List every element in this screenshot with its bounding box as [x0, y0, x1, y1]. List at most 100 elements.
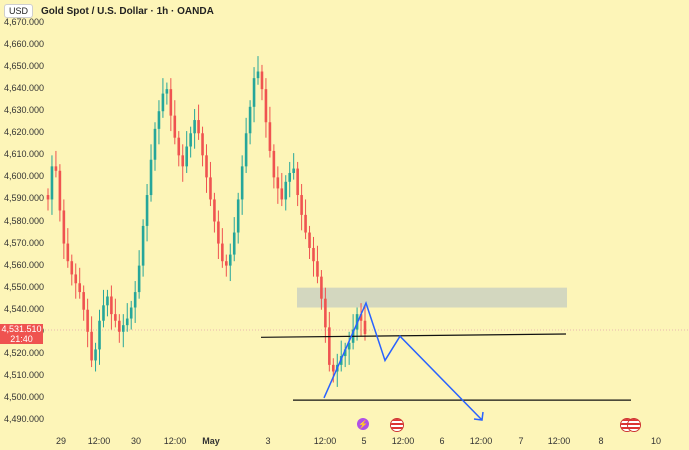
y-tick-label: 4,650.000	[4, 61, 45, 72]
candle-body	[141, 225, 145, 266]
candle-body	[70, 261, 74, 275]
candle-body	[268, 122, 272, 151]
x-tick-label: 10	[650, 436, 662, 446]
candle-body	[50, 166, 54, 200]
x-tick-label: May	[202, 436, 220, 446]
candle-body	[90, 331, 93, 361]
candle-body	[260, 71, 264, 90]
candle-body	[316, 261, 319, 277]
candle-body	[221, 243, 224, 262]
candle-body	[272, 150, 276, 178]
candle-body	[106, 296, 109, 306]
candle-body	[324, 298, 327, 328]
x-tick-label: 5	[361, 436, 367, 446]
y-tick-label: 4,640.000	[4, 83, 45, 94]
candle-body	[121, 325, 125, 332]
candle-body	[118, 320, 121, 332]
price-tag-value: 4,531.510	[1, 324, 42, 334]
candle-body	[312, 247, 315, 262]
candle-body	[78, 283, 81, 293]
y-tick-label: 4,560.000	[4, 259, 45, 270]
currency-badge[interactable]: USD	[4, 4, 34, 18]
projection-path[interactable]	[323, 301, 483, 421]
price-tag-countdown: 21:40	[10, 334, 33, 344]
candle-body	[256, 71, 260, 79]
candle-body	[177, 137, 181, 156]
candle-body	[137, 265, 141, 293]
y-tick-label: 4,520.000	[4, 347, 45, 358]
candle-body	[181, 155, 185, 167]
candle-body	[125, 318, 129, 326]
y-tick-label: 4,510.000	[4, 369, 45, 380]
lightning-icon[interactable]: ⚡	[357, 418, 369, 430]
candle-body	[213, 199, 216, 222]
y-tick-label: 4,630.000	[4, 105, 45, 116]
price-tag: 4,531.510 21:40	[0, 324, 43, 344]
candle-body	[363, 320, 367, 334]
candle-body	[185, 146, 188, 167]
candle-body	[240, 166, 244, 200]
candle-body	[217, 221, 220, 244]
candle-body	[300, 195, 303, 215]
y-tick-label: 4,490.000	[4, 414, 45, 424]
candle-body	[201, 133, 204, 156]
candle-body	[209, 177, 212, 200]
candle-body	[276, 177, 280, 189]
y-tick-label: 4,660.000	[4, 39, 45, 50]
x-tick-label: 12:00	[469, 436, 493, 446]
us-flag-icon[interactable]	[627, 418, 641, 432]
candle-body	[102, 305, 105, 321]
symbol-title[interactable]: Gold Spot / U.S. Dollar · 1h · OANDA	[41, 5, 214, 17]
x-tick-label: 30	[130, 436, 142, 446]
candle-body	[236, 199, 240, 233]
y-tick-label: 4,600.000	[4, 171, 45, 182]
candle-body	[94, 349, 97, 361]
candle-body	[288, 172, 292, 182]
x-tick-label: 12:00	[391, 436, 415, 446]
candle-body	[46, 195, 50, 200]
candle-body	[197, 120, 200, 134]
x-tick-label: 7	[518, 436, 524, 446]
candle-body	[145, 195, 149, 226]
candle-body	[296, 168, 299, 196]
candle-body	[332, 364, 335, 372]
x-tick-label: 12:00	[547, 436, 571, 446]
candle-body	[66, 243, 70, 262]
x-tick-label: 12:00	[87, 436, 111, 446]
projection-arrowhead	[473, 411, 484, 421]
candle-body	[129, 307, 133, 319]
y-tick-label: 4,570.000	[4, 237, 45, 248]
candle-body	[205, 155, 208, 178]
candle-body	[248, 106, 252, 134]
candles-group	[46, 56, 367, 387]
candle-body	[98, 320, 101, 350]
y-tick-label: 4,540.000	[4, 303, 45, 314]
x-tick-label: 3	[265, 436, 271, 446]
x-tick-label: 6	[439, 436, 445, 446]
candle-body	[149, 159, 153, 196]
candle-body	[169, 89, 173, 116]
x-tick-label: 8	[598, 436, 604, 446]
candle-body	[189, 133, 192, 147]
candle-body	[54, 166, 58, 171]
us-flag-icon[interactable]	[390, 418, 404, 432]
resistance-zone[interactable]	[297, 287, 567, 308]
x-tick-label: 12:00	[163, 436, 187, 446]
candle-body	[232, 232, 236, 255]
candle-body	[359, 314, 363, 321]
x-tick-label: 12:00	[313, 436, 337, 446]
candle-body	[153, 128, 157, 160]
y-tick-label: 4,620.000	[4, 127, 45, 138]
x-tick-label: 29	[55, 436, 67, 446]
candle-body	[62, 210, 66, 244]
candle-body	[328, 327, 331, 365]
y-tick-label: 4,550.000	[4, 281, 45, 292]
y-tick-label: 4,500.000	[4, 391, 45, 402]
candle-body	[165, 89, 169, 94]
candle-body	[74, 274, 78, 284]
candle-body	[280, 188, 284, 200]
candle-body	[161, 93, 165, 112]
horizontal-line-neckline[interactable]	[260, 333, 567, 338]
candle-body	[173, 115, 177, 138]
